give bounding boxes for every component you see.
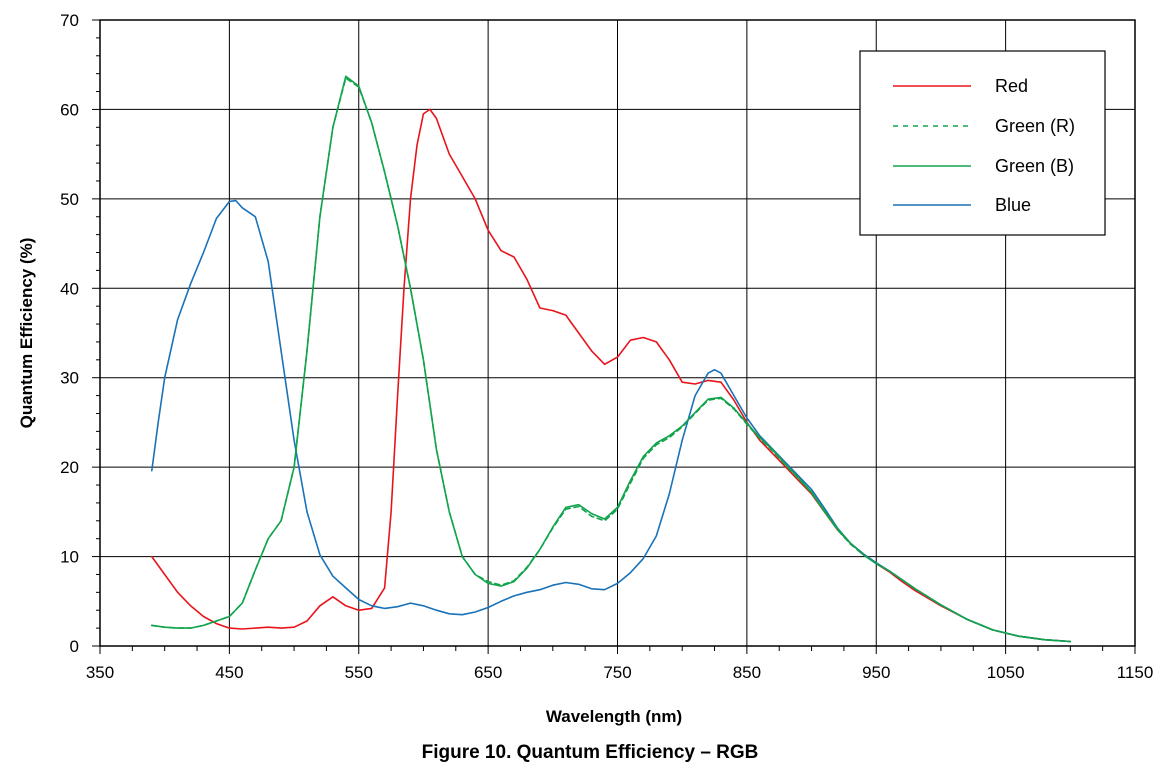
y-tick-label: 50 xyxy=(60,190,79,209)
series-lines xyxy=(151,75,1072,643)
y-tick-label: 60 xyxy=(60,100,79,119)
x-tick-label: 550 xyxy=(345,663,373,682)
series-line-blue xyxy=(151,199,1072,643)
y-axis-title: Quantum Efficiency (%) xyxy=(17,238,36,429)
legend-label-green-r: Green (R) xyxy=(995,116,1075,136)
plot-frame xyxy=(99,19,1136,647)
x-tick-label: 950 xyxy=(862,663,890,682)
legend-label-blue: Blue xyxy=(995,195,1031,215)
figure-caption: Figure 10. Quantum Efficiency – RGB xyxy=(422,742,759,763)
x-tick-label: 450 xyxy=(215,663,243,682)
legend-box xyxy=(859,50,1106,236)
y-tick-label: 10 xyxy=(60,548,79,567)
legend-label-red: Red xyxy=(995,76,1028,96)
legend: Red Green (R) Green (B) Blue xyxy=(859,50,1106,236)
axis-ticks xyxy=(92,19,1136,654)
y-tick-label: 40 xyxy=(60,279,79,298)
x-tick-label: 350 xyxy=(86,663,114,682)
x-tick-label: 1050 xyxy=(987,663,1025,682)
tick-labels: 350 450 550 650 750 850 950 1050 1150 0 10 20 30 40 50… xyxy=(60,11,1153,682)
x-axis-title: Wavelength (nm) xyxy=(546,707,682,726)
x-tick-label: 850 xyxy=(733,663,761,682)
y-tick-label: 30 xyxy=(60,369,79,388)
y-tick-label: 70 xyxy=(60,11,79,30)
y-tick-label: 0 xyxy=(70,637,79,656)
series-line-green-b xyxy=(151,75,1072,643)
legend-label-green-b: Green (B) xyxy=(995,156,1074,176)
x-tick-label: 1150 xyxy=(1117,663,1154,682)
x-tick-label: 750 xyxy=(603,663,631,682)
x-tick-label: 650 xyxy=(474,663,502,682)
y-tick-label: 20 xyxy=(60,458,79,477)
